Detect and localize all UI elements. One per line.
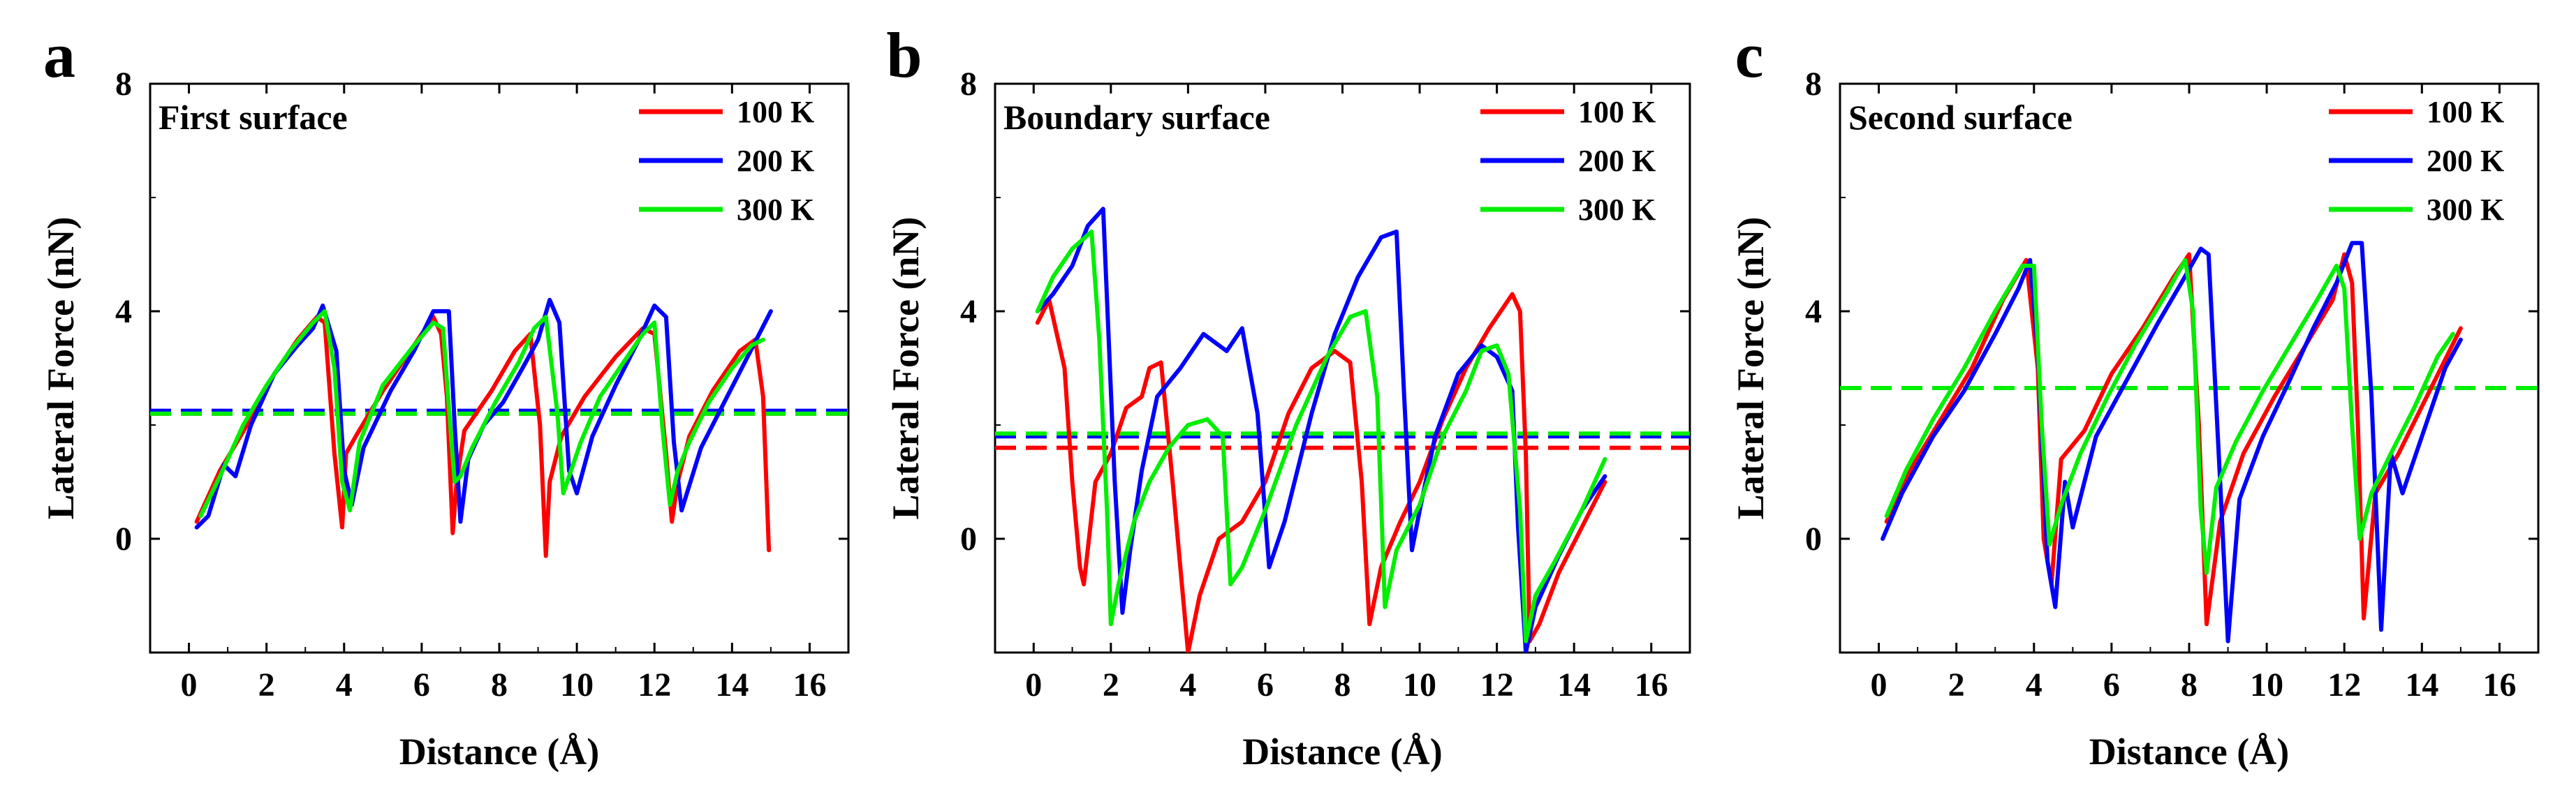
x-tick-label: 8	[1334, 666, 1351, 703]
x-tick-label: 14	[715, 666, 749, 703]
series-line-300k	[198, 309, 765, 519]
x-tick-label: 0	[181, 666, 198, 703]
chart-panel-b: 0 2 4 6 8 10 12 14 16 0 4 8 Distance (Å) Lateral Forc…	[885, 20, 1691, 773]
legend-label: 100 K	[2427, 95, 2504, 129]
x-axis-label: Distance (Å)	[1242, 731, 1442, 773]
x-tick-label: 4	[2026, 666, 2043, 703]
x-tick-label: 4	[1179, 666, 1196, 703]
x-tick-label: 0	[1871, 666, 1887, 703]
series-line-200k	[1881, 241, 2463, 643]
x-tick-label: 2	[1103, 666, 1119, 703]
y-tick-label: 4	[960, 293, 977, 330]
x-tick-label: 16	[793, 666, 826, 703]
legend-label: 100 K	[1578, 95, 1656, 129]
legend-label: 300 K	[1578, 193, 1656, 227]
series-line-100k	[1035, 292, 1607, 653]
legend-label: 300 K	[2427, 193, 2504, 227]
y-tick-label: 4	[1805, 293, 1822, 330]
y-axis-label: Lateral Force (nN)	[40, 217, 82, 520]
chart-panel-c: 0 2 4 6 8 10 12 14 16 0 4 8 Distance (Å) Lateral Forc…	[1730, 20, 2540, 773]
x-tick-label: 16	[1635, 666, 1668, 703]
legend-label: 300 K	[737, 193, 814, 227]
y-axis-label: Lateral Force (nN)	[1730, 217, 1772, 520]
series-line-200k	[1035, 207, 1607, 653]
x-tick-label: 12	[2327, 666, 2361, 703]
legend-label: 100 K	[737, 95, 814, 129]
y-tick-label: 8	[960, 66, 977, 103]
legend: 100 K 200 K 300 K	[2329, 95, 2504, 227]
panel-title: Second surface	[1848, 98, 2073, 137]
legend-label: 200 K	[2427, 144, 2504, 178]
y-tick-label: 4	[115, 293, 132, 330]
panel-letter: b	[886, 20, 922, 91]
x-tick-label: 6	[413, 666, 430, 703]
series-line-300k	[1035, 229, 1607, 643]
x-tick-label: 8	[491, 666, 508, 703]
panel-letter: a	[43, 20, 75, 91]
panel-title: First surface	[159, 98, 348, 137]
x-tick-label: 10	[1403, 666, 1436, 703]
x-tick-label: 16	[2482, 666, 2516, 703]
x-tick-label: 12	[638, 666, 671, 703]
x-tick-label: 10	[2250, 666, 2283, 703]
x-tick-label: 12	[1480, 666, 1514, 703]
x-tick-label: 6	[1257, 666, 1274, 703]
legend: 100 K 200 K 300 K	[639, 95, 814, 227]
y-tick-label: 8	[115, 66, 132, 103]
x-tick-label: 8	[2181, 666, 2198, 703]
legend-label: 200 K	[737, 144, 814, 178]
panel-letter: c	[1735, 20, 1764, 91]
y-tick-label: 0	[1805, 521, 1822, 558]
x-axis-label: Distance (Å)	[399, 731, 599, 773]
x-tick-label: 2	[258, 666, 275, 703]
x-tick-label: 6	[2103, 666, 2120, 703]
series-line-300k	[1884, 258, 2455, 575]
x-tick-label: 0	[1025, 666, 1042, 703]
chart-panel-a: 0 2 4 6 8 10 12 14 16 0 4 8 Distance (Å) Lateral Forc…	[40, 20, 850, 773]
x-tick-label: 2	[1948, 666, 1965, 703]
panel-title: Boundary surface	[1003, 98, 1270, 137]
x-tick-label: 14	[2405, 666, 2438, 703]
y-tick-label: 0	[115, 521, 132, 558]
y-tick-label: 8	[1805, 66, 1822, 103]
y-axis-label: Lateral Force (nN)	[885, 217, 927, 520]
x-axis-label: Distance (Å)	[2089, 731, 2289, 773]
x-tick-label: 14	[1557, 666, 1591, 703]
x-tick-label: 4	[336, 666, 353, 703]
x-tick-label: 10	[560, 666, 594, 703]
legend-label: 200 K	[1578, 144, 1656, 178]
legend: 100 K 200 K 300 K	[1480, 95, 1656, 227]
y-tick-label: 0	[960, 521, 977, 558]
series-line-100k	[194, 315, 772, 558]
